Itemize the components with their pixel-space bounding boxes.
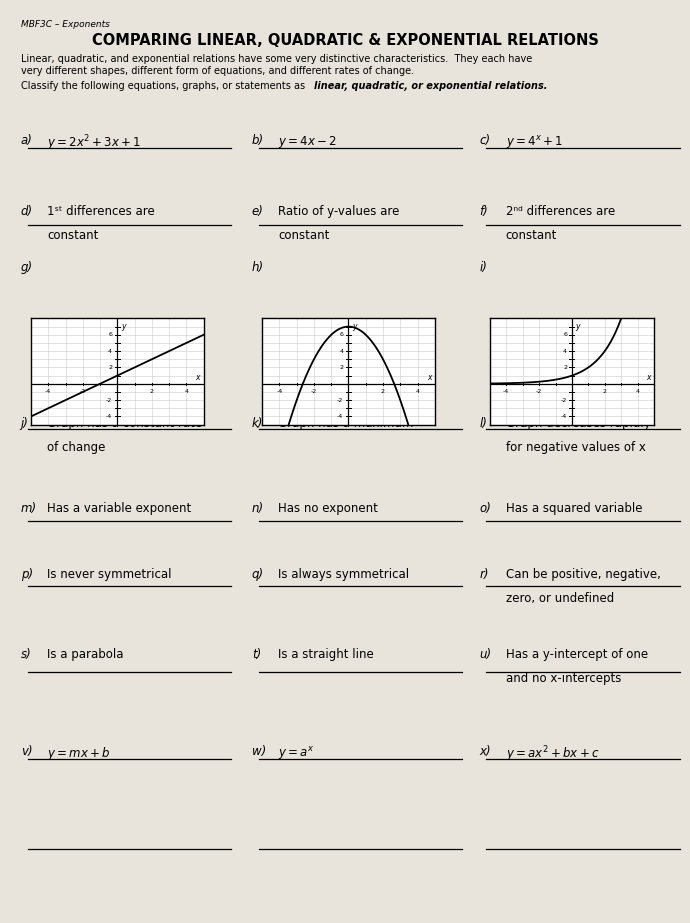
Text: zero, or undefined: zero, or undefined: [506, 592, 614, 605]
Text: and no x-intercepts: and no x-intercepts: [506, 672, 621, 685]
Text: y: y: [352, 322, 357, 330]
Text: 2: 2: [150, 389, 154, 393]
Text: 6: 6: [563, 332, 567, 337]
Text: -4: -4: [503, 389, 509, 393]
Text: k): k): [252, 417, 263, 430]
Text: -2: -2: [311, 389, 317, 393]
Text: Has no exponent: Has no exponent: [278, 502, 378, 515]
Text: r): r): [480, 568, 489, 581]
Text: x: x: [647, 373, 651, 382]
Text: x): x): [480, 745, 491, 758]
Text: -2: -2: [106, 398, 112, 402]
Text: s): s): [21, 648, 32, 661]
Text: $y = 4x - 2$: $y = 4x - 2$: [278, 134, 337, 150]
Text: -4: -4: [561, 414, 567, 419]
Text: constant: constant: [506, 229, 557, 242]
Text: $y = 2x^2 + 3x + 1$: $y = 2x^2 + 3x + 1$: [47, 134, 141, 153]
Text: j): j): [21, 417, 28, 430]
Text: Can be positive, negative,: Can be positive, negative,: [506, 568, 660, 581]
Text: x: x: [196, 373, 200, 382]
Text: -4: -4: [106, 414, 112, 419]
Text: i): i): [480, 261, 487, 274]
Text: 2ⁿᵈ differences are: 2ⁿᵈ differences are: [506, 205, 615, 218]
Text: -4: -4: [337, 414, 344, 419]
Text: 6: 6: [108, 332, 112, 337]
Text: Has a y-intercept of one: Has a y-intercept of one: [506, 648, 648, 661]
Text: l): l): [480, 417, 487, 430]
Text: -4: -4: [45, 389, 52, 393]
Text: x: x: [427, 373, 431, 382]
Text: v): v): [21, 745, 32, 758]
Text: -4: -4: [276, 389, 283, 393]
Text: 1ˢᵗ differences are: 1ˢᵗ differences are: [47, 205, 155, 218]
Text: q): q): [252, 568, 264, 581]
Text: w): w): [252, 745, 266, 758]
Text: 2: 2: [381, 389, 385, 393]
Text: Has a squared variable: Has a squared variable: [506, 502, 642, 515]
Text: Graph decreases rapidly: Graph decreases rapidly: [506, 417, 651, 430]
Text: -2: -2: [80, 389, 86, 393]
Text: 4: 4: [108, 349, 112, 354]
Text: m): m): [21, 502, 37, 515]
Text: $y = ax^2 + bx + c$: $y = ax^2 + bx + c$: [506, 745, 600, 764]
Text: $y = 4^x + 1$: $y = 4^x + 1$: [506, 134, 563, 150]
Text: Is a parabola: Is a parabola: [47, 648, 124, 661]
Text: b): b): [252, 134, 264, 147]
Text: a): a): [21, 134, 32, 147]
Text: 4: 4: [184, 389, 188, 393]
Text: h): h): [252, 261, 264, 274]
Text: -2: -2: [561, 398, 567, 402]
Text: y: y: [121, 322, 126, 330]
Text: -2: -2: [337, 398, 344, 402]
Text: very different shapes, different form of equations, and different rates of chang: very different shapes, different form of…: [21, 66, 414, 77]
Text: Classify the following equations, graphs, or statements as: Classify the following equations, graphs…: [21, 81, 308, 91]
Text: y: y: [575, 322, 580, 330]
Text: MBF3C – Exponents: MBF3C – Exponents: [21, 20, 110, 30]
Text: linear, quadratic, or exponential relations.: linear, quadratic, or exponential relati…: [314, 81, 547, 91]
Text: Is never symmetrical: Is never symmetrical: [47, 568, 171, 581]
Text: constant: constant: [47, 229, 98, 242]
Text: Has a variable exponent: Has a variable exponent: [47, 502, 191, 515]
Text: 2: 2: [339, 365, 344, 370]
Text: 4: 4: [415, 389, 420, 393]
Text: 6: 6: [339, 332, 344, 337]
Text: Linear, quadratic, and exponential relations have some very distinctive characte: Linear, quadratic, and exponential relat…: [21, 54, 532, 64]
Text: of change: of change: [47, 441, 106, 454]
Text: -2: -2: [536, 389, 542, 393]
Text: g): g): [21, 261, 33, 274]
Text: t): t): [252, 648, 261, 661]
Text: 4: 4: [339, 349, 344, 354]
Text: Graph has a maximum: Graph has a maximum: [278, 417, 413, 430]
Text: $y = mx + b$: $y = mx + b$: [47, 745, 110, 761]
Text: c): c): [480, 134, 491, 147]
Text: COMPARING LINEAR, QUADRATIC & EXPONENTIAL RELATIONS: COMPARING LINEAR, QUADRATIC & EXPONENTIA…: [92, 33, 598, 48]
Text: e): e): [252, 205, 264, 218]
Text: Is always symmetrical: Is always symmetrical: [278, 568, 409, 581]
Text: Graph has a constant rate: Graph has a constant rate: [47, 417, 202, 430]
Text: d): d): [21, 205, 33, 218]
Text: o): o): [480, 502, 491, 515]
Text: u): u): [480, 648, 492, 661]
Text: 4: 4: [563, 349, 567, 354]
Text: 2: 2: [108, 365, 112, 370]
Text: p): p): [21, 568, 33, 581]
Text: for negative values of x: for negative values of x: [506, 441, 646, 454]
Text: n): n): [252, 502, 264, 515]
Text: $y = a^x$: $y = a^x$: [278, 745, 315, 761]
Text: 4: 4: [635, 389, 640, 393]
Text: Ratio of y-values are: Ratio of y-values are: [278, 205, 400, 218]
Text: 2: 2: [603, 389, 607, 393]
Text: Is a straight line: Is a straight line: [278, 648, 374, 661]
Text: 2: 2: [563, 365, 567, 370]
Text: constant: constant: [278, 229, 329, 242]
Text: f): f): [480, 205, 489, 218]
